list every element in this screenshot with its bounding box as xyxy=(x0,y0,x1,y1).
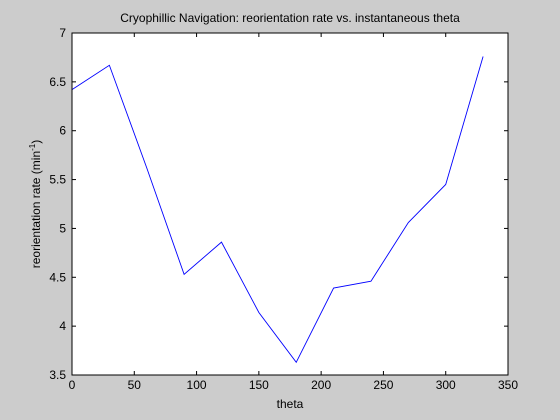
x-tick-label: 50 xyxy=(128,378,142,392)
y-tick-label: 6 xyxy=(59,124,66,138)
y-axis-label-main: reorientation rate (min xyxy=(29,151,43,268)
x-tick-label: 0 xyxy=(69,378,76,392)
y-tick-label: 6.5 xyxy=(49,75,66,89)
axes-frame xyxy=(71,32,509,376)
y-tick-label: 5.5 xyxy=(49,173,66,187)
x-tick-label: 250 xyxy=(373,378,393,392)
y-tick-label: 3.5 xyxy=(49,368,66,382)
x-tick-label: 300 xyxy=(436,378,456,392)
chart-title: Cryophillic Navigation: reorientation ra… xyxy=(120,11,460,25)
y-axis-label-tail: ) xyxy=(29,140,43,144)
y-axis-label-superscript: -1 xyxy=(28,143,37,151)
x-tick-label: 100 xyxy=(187,378,207,392)
x-tick-label: 200 xyxy=(311,378,331,392)
plot-area xyxy=(72,33,508,375)
y-axis-label: reorientation rate (min-1) xyxy=(28,140,43,269)
y-tick-label: 7 xyxy=(59,26,66,40)
y-tick-label: 4.5 xyxy=(49,270,66,284)
x-axis-label: theta xyxy=(277,397,304,411)
series-line xyxy=(71,56,484,364)
x-tick-label: 150 xyxy=(249,378,269,392)
y-tick-label: 5 xyxy=(59,221,66,235)
y-tick-label: 4 xyxy=(59,319,66,333)
tick-labels-layer: 0 50 100 150 200 250 300 350 3.5 4 4.5 5 5.5 6 6.5 7 xyxy=(49,26,518,392)
x-tick-label: 350 xyxy=(498,378,518,392)
